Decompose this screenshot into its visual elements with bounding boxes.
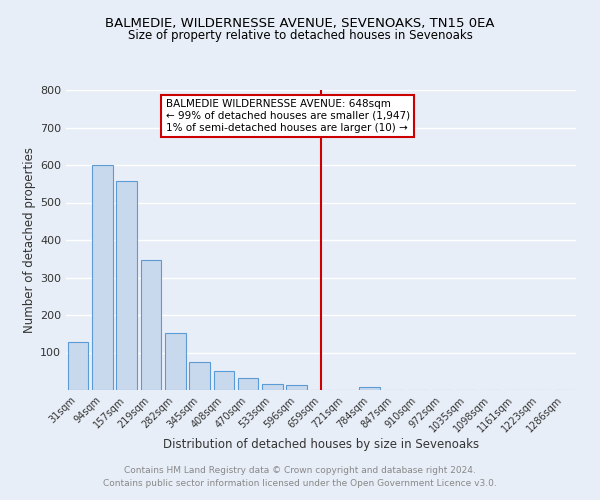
Y-axis label: Number of detached properties: Number of detached properties [23,147,36,333]
Bar [165,333,185,390]
Text: Contains HM Land Registry data © Crown copyright and database right 2024.
Contai: Contains HM Land Registry data © Crown c… [103,466,497,487]
X-axis label: Distribution of detached houses by size in Sevenoaks: Distribution of detached houses by size … [163,438,479,452]
Bar [189,362,210,390]
Bar [262,384,283,390]
Bar [214,370,234,390]
Bar [359,387,380,390]
Bar [286,385,307,390]
Bar [68,342,88,390]
Bar [140,260,161,390]
Bar [238,378,259,390]
Text: BALMEDIE WILDERNESSE AVENUE: 648sqm
← 99% of detached houses are smaller (1,947): BALMEDIE WILDERNESSE AVENUE: 648sqm ← 99… [166,100,410,132]
Text: BALMEDIE, WILDERNESSE AVENUE, SEVENOAKS, TN15 0EA: BALMEDIE, WILDERNESSE AVENUE, SEVENOAKS,… [105,18,495,30]
Text: Size of property relative to detached houses in Sevenoaks: Size of property relative to detached ho… [128,29,472,42]
Bar [92,164,113,390]
Bar [116,180,137,390]
